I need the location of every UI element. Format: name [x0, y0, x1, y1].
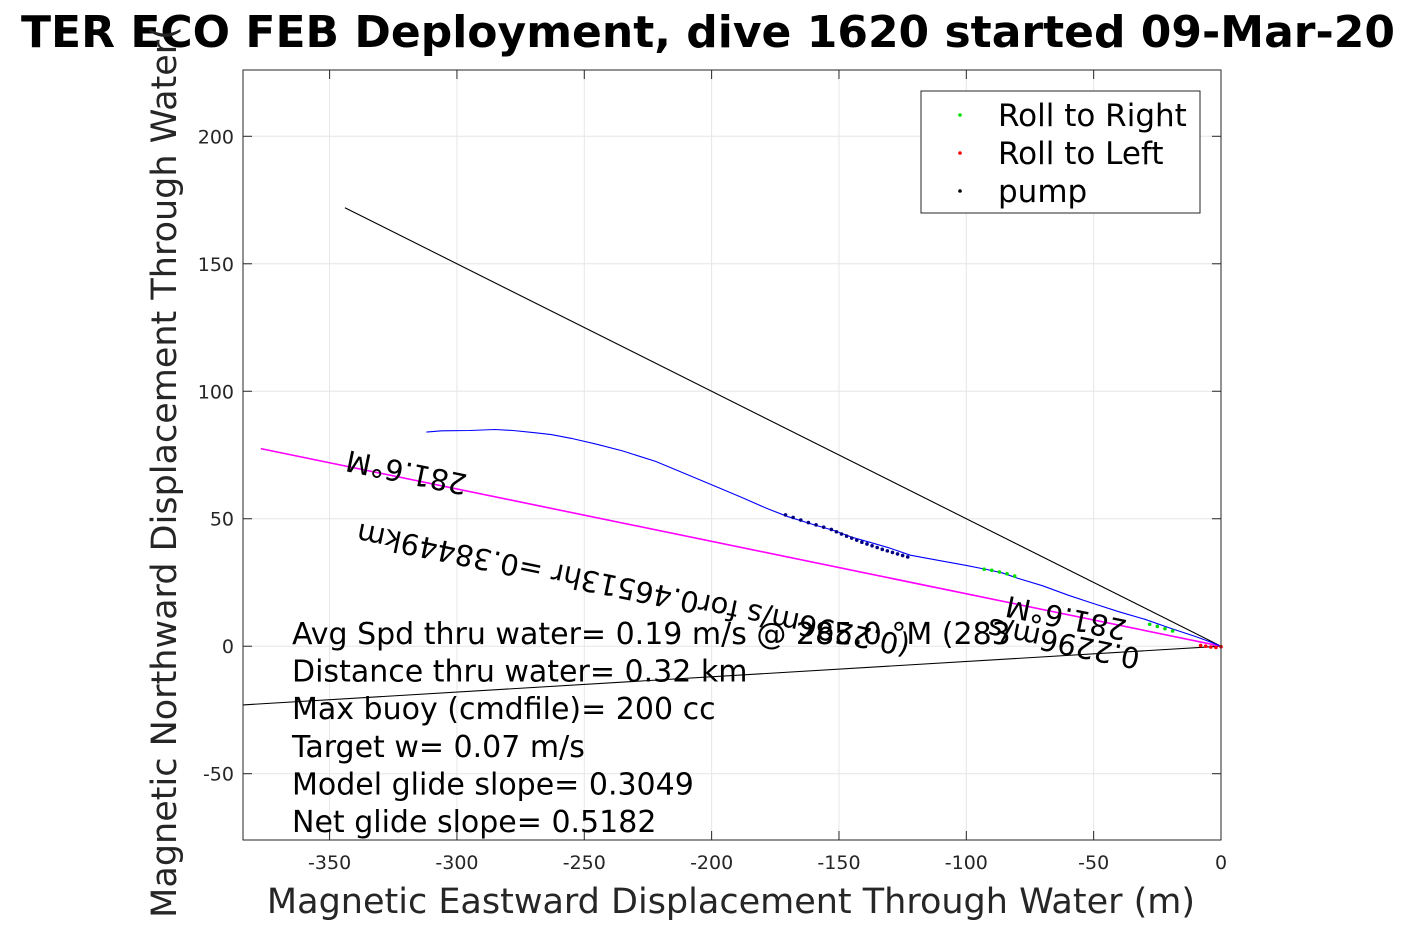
pump-point — [865, 542, 869, 546]
x-tick-label: -200 — [690, 852, 733, 874]
roll-to-right-point — [1170, 629, 1175, 633]
y-tick-label: 50 — [210, 509, 234, 531]
pump-point — [806, 520, 811, 525]
roll-to-left-point — [1203, 644, 1208, 649]
annotation-line: Net glide slope= 0.5182 — [292, 805, 656, 840]
x-tick-label: -300 — [435, 852, 478, 874]
pump-point — [821, 525, 826, 529]
y-tick-labels: -50 0 50 100 150 200 — [198, 126, 234, 785]
pump-point — [870, 543, 874, 548]
annotation-line: Distance thru water= 0.32 km — [292, 655, 747, 690]
heading-line-lower — [242, 645, 1222, 706]
x-tick-label: -150 — [817, 852, 860, 874]
heading-line-magenta — [260, 447, 1222, 647]
roll-to-left-point — [1198, 643, 1203, 648]
x-tick-label: -100 — [945, 852, 988, 874]
chart-title: TER ECO FEB Deployment, dive 1620 starte… — [21, 7, 1395, 58]
pump-point — [798, 518, 803, 522]
legend-marker-roll-to-right — [958, 113, 962, 117]
y-tick-label: 150 — [198, 254, 234, 276]
pump-point — [860, 540, 864, 544]
plot-lines — [242, 207, 1222, 706]
pump-point — [854, 538, 859, 542]
plot-points — [783, 513, 1223, 650]
pump-point — [829, 527, 834, 532]
legend-marker-pump — [958, 189, 962, 193]
pump-point — [844, 534, 849, 538]
pump-point — [875, 545, 879, 550]
pump-point — [839, 532, 844, 536]
annotation-line: Max buoy (cmdfile)= 200 cc — [292, 692, 716, 727]
annotation-line: Target w= 0.07 m/s — [291, 730, 585, 765]
annotation-line: Model glide slope= 0.3049 — [292, 767, 694, 802]
y-tick-label: 100 — [198, 381, 234, 403]
roll-to-right-point — [1012, 574, 1017, 578]
pump-point — [890, 550, 895, 555]
legend-label-roll-to-left: Roll to Left — [998, 136, 1164, 172]
x-tick-labels: -350 -300 -250 -200 -150 -100 -50 0 — [308, 852, 1227, 874]
y-axis-label: Magnetic Northward Displacement Through … — [145, 26, 185, 918]
x-tick-label: -250 — [563, 852, 606, 874]
annotation-line: Avg Spd thru water= 0.19 m/s @ 285.0 °M … — [292, 617, 1011, 652]
legend-marker-roll-to-left — [958, 151, 962, 155]
x-axis-label: Magnetic Eastward Displacement Through W… — [267, 882, 1195, 922]
heading-line-upper — [344, 207, 1222, 647]
pump-point — [834, 529, 839, 534]
pump-point — [900, 553, 905, 558]
plot-frame — [242, 69, 1222, 841]
x-tick-label: 0 — [1215, 852, 1227, 874]
roll-to-right-point — [1147, 622, 1152, 627]
pump-point — [814, 523, 818, 527]
x-tick-label: -350 — [308, 852, 351, 874]
pump-point — [791, 515, 795, 520]
pump-point — [885, 549, 890, 553]
roll-to-right-point — [982, 567, 986, 572]
y-tick-label: 200 — [198, 126, 234, 148]
legend-box — [920, 90, 1201, 214]
roll-to-right-point — [989, 568, 994, 573]
roll-to-right-point — [1155, 624, 1160, 629]
roll-to-right-point — [1163, 626, 1167, 631]
pump-point — [880, 547, 885, 552]
y-tick-label: -50 — [203, 764, 234, 786]
x-tick-label: -50 — [1078, 852, 1109, 874]
roll-to-left-point — [1214, 645, 1218, 650]
roll-to-left-point — [1209, 645, 1213, 649]
roll-to-right-point — [1005, 572, 1009, 576]
pump-point — [783, 513, 788, 517]
legend-label-roll-to-right: Roll to Right — [998, 98, 1187, 134]
annotation-block: Avg Spd thru water= 0.19 m/s @ 285.0 °M … — [291, 617, 1011, 840]
tick-marks — [243, 70, 1222, 840]
pump-point — [905, 555, 910, 559]
pump-point — [849, 536, 854, 540]
roll-to-right-point — [997, 570, 1002, 574]
legend-label-pump: pump — [998, 174, 1087, 210]
pump-point — [895, 552, 900, 556]
y-tick-label: 0 — [222, 636, 234, 658]
